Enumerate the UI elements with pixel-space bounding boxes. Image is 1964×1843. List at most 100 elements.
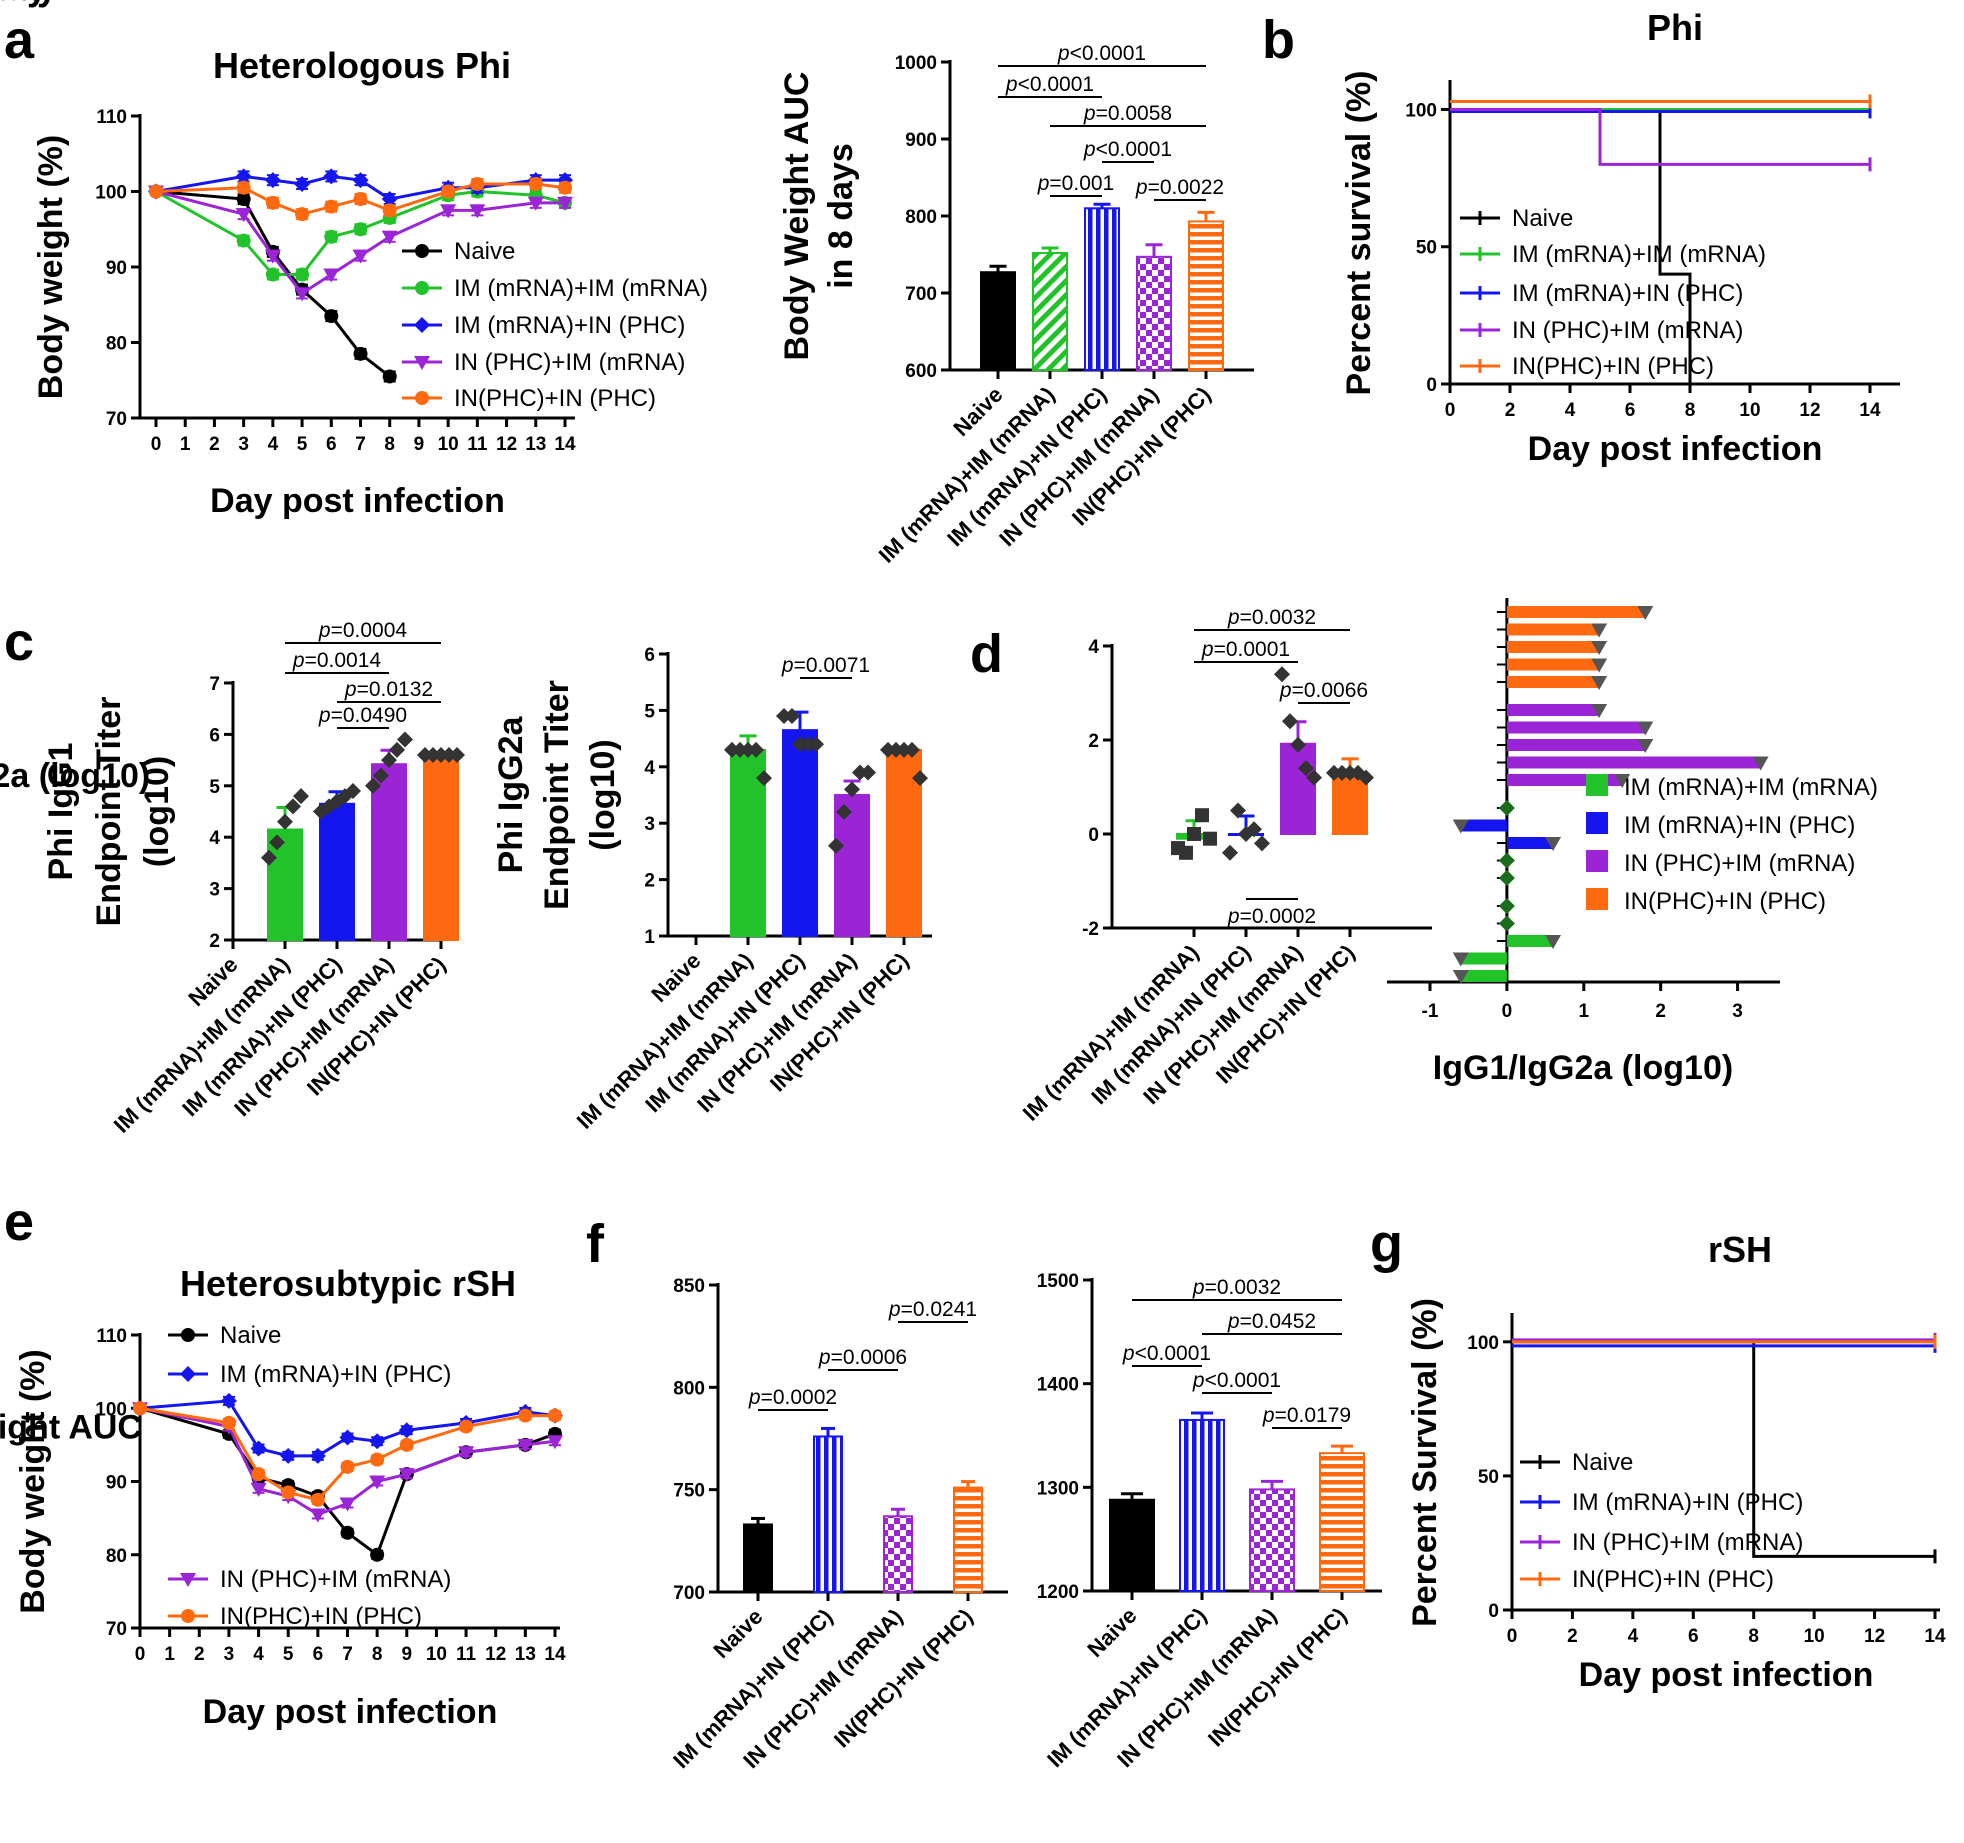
bar-im-mrna-im-mrna (1460, 952, 1507, 965)
bar-im-mrna-in-phc (813, 1435, 843, 1594)
g-x-tick-label: 10 (1804, 1626, 1825, 1647)
chart-title: 14-day (0, 0, 57, 8)
bar-im-mrna-in-phc (1506, 837, 1554, 849)
data-point (236, 192, 251, 207)
g-y-tick-label: 0 (1488, 1601, 1499, 1622)
data-point (558, 180, 572, 195)
b-x-tick-label: 14 (1859, 400, 1881, 421)
y-axis-label: Body Weight AUC (778, 72, 816, 361)
data-point (295, 267, 310, 282)
bar-in-phc-im-mrna (883, 1515, 913, 1593)
category-label: IN(PHC)+IN (PHC) (829, 1604, 978, 1753)
individual-point (1282, 713, 1298, 730)
data-point (398, 1422, 415, 1439)
data-point (518, 1408, 533, 1423)
legend-item: IM (mRNA)+IN (PHC) (168, 1361, 451, 1388)
individual-point (1222, 844, 1238, 861)
e-x-tick-label: 14 (544, 1644, 566, 1665)
data-point (528, 176, 543, 191)
legend-label: Naive (220, 1322, 281, 1349)
individual-point (904, 741, 920, 758)
data-point (548, 1408, 562, 1423)
y-axis-label: Percent survival (%) (1340, 70, 1378, 395)
series-in-phc-in-phc (149, 176, 572, 222)
chart-b: Phi 0 50 100 0 2 4 6 8 10 12 14 Day post infection Pe… (1340, 7, 1900, 468)
bar-endpoint (1614, 774, 1631, 788)
p-value-label: p=0.0071 (781, 654, 870, 677)
y-axis-label: IgG1/IgG2a (log10) (0, 757, 150, 795)
chart-title: Heterosubtypic rSH (180, 1263, 516, 1304)
y-axis-label: Body weight (%) (32, 135, 70, 399)
d1-y-tick-label: 2 (1088, 731, 1099, 752)
bar-endpoint (1752, 756, 1769, 771)
series-in-phc-in-phc (1450, 94, 1872, 109)
bar-endpoint (1452, 952, 1469, 967)
individual-point (285, 798, 301, 815)
e-x-tick-label: 6 (313, 1644, 324, 1665)
series-in-phc-in-phc (1512, 1334, 1937, 1349)
y-axis-label: Endpoint Titer (90, 697, 128, 927)
a1-x-tick-label: 6 (326, 434, 337, 455)
bar-in-phc-in-phc (1332, 771, 1368, 836)
bar-in-phc-in-phc (1188, 220, 1224, 371)
individual-point (389, 741, 405, 758)
y-axis-label: Percent Survival (%) (1406, 1298, 1444, 1627)
c1-y-tick-label: 5 (209, 777, 220, 798)
legend-label: Naive (1572, 1449, 1633, 1476)
b-y-tick-label: 0 (1426, 375, 1437, 396)
data-point (382, 203, 397, 218)
legend-item: IN(PHC)+IN (PHC) (1520, 1566, 1774, 1593)
b-x-tick-label: 6 (1625, 400, 1636, 421)
c2-y-tick-label: 1 (644, 927, 655, 948)
individual-point (1246, 821, 1262, 838)
individual-point (277, 813, 293, 830)
e-x-tick-label: 3 (224, 1644, 235, 1665)
f1-y-tick-label: 750 (673, 1481, 705, 1502)
individual-point (1298, 760, 1314, 777)
data-point (353, 222, 368, 237)
a2-y-tick-label: 1000 (895, 53, 937, 74)
a1-x-tick-label: 4 (268, 434, 279, 455)
data-point (339, 1497, 356, 1512)
f1-y-tick-label: 700 (673, 1583, 705, 1604)
data-point (265, 195, 280, 210)
data-point (352, 172, 369, 189)
c2-y-tick-label: 2 (644, 871, 655, 892)
individual-point (365, 777, 381, 794)
p-value-label: p=0.0452 (1227, 1310, 1316, 1333)
b-x-tick-label: 8 (1685, 400, 1696, 421)
e-x-tick-label: 0 (135, 1644, 146, 1665)
legend-item: IN (PHC)+IM (mRNA) (1586, 850, 1855, 877)
f2-y-tick-label: 1300 (1037, 1478, 1079, 1499)
data-point (381, 230, 398, 245)
g-x-tick-label: 14 (1924, 1626, 1946, 1647)
a1-x-tick-label: 1 (180, 434, 191, 455)
data-point (220, 1392, 237, 1409)
bar-endpoint (1498, 915, 1515, 932)
individual-point (293, 788, 309, 805)
individual-point (860, 764, 876, 781)
p-value-label: p<0.0001 (1005, 73, 1094, 96)
c1-y-tick-label: 6 (209, 725, 220, 746)
data-point (324, 199, 339, 214)
bar-im-mrna-in-phc (1179, 1418, 1225, 1592)
legend-label: IN (PHC)+IM (mRNA) (1512, 317, 1743, 344)
bar-im-mrna-in-phc (1084, 207, 1120, 371)
bar-im-mrna-im-mrna (1506, 935, 1554, 947)
bar-endpoint (1637, 606, 1654, 620)
individual-point (836, 803, 852, 820)
legend-item: IM (mRNA)+IN (PHC) (1520, 1489, 1803, 1516)
y-axis-label: (log10) (138, 756, 176, 867)
category-label: IN(PHC)+IN (PHC) (1203, 1603, 1352, 1752)
legend-label: IN (PHC)+IM (mRNA) (454, 349, 685, 376)
individual-point (345, 782, 361, 799)
individual-point (261, 849, 277, 866)
a1-y-tick-label: 80 (106, 334, 127, 355)
a1-y-tick-label: 110 (96, 107, 127, 128)
bar-naive (743, 1523, 773, 1593)
data-point (236, 233, 251, 248)
p-value-label: p<0.0001 (1122, 1342, 1211, 1365)
p-value-label: p=0.0132 (344, 678, 433, 701)
p-value-label: p=0.0179 (1262, 1404, 1351, 1427)
